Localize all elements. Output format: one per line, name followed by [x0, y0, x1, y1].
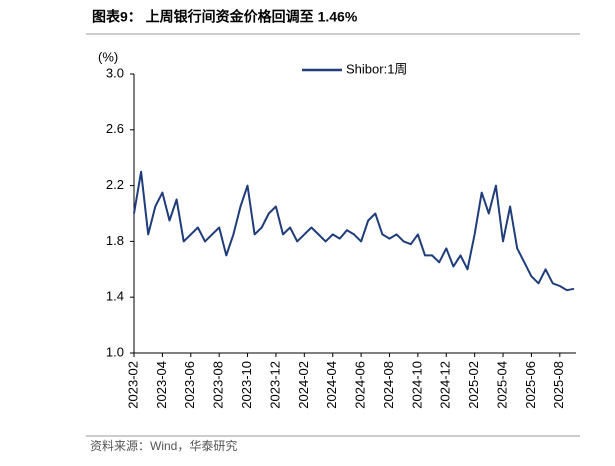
y-tick-label: 2.2 — [106, 177, 124, 192]
x-tick-label: 2025-04 — [494, 361, 509, 409]
y-tick-label: 1.0 — [106, 344, 124, 359]
data-line — [133, 170, 575, 292]
x-tick-label: 2023-04 — [154, 361, 169, 409]
x-tick-label: 2025-06 — [523, 361, 538, 409]
x-tick-label: 2024-04 — [324, 361, 339, 409]
x-tick-label: 2023-08 — [211, 361, 226, 409]
x-tick-label: 2025-08 — [551, 361, 566, 409]
y-tick-label: 1.8 — [106, 233, 124, 248]
x-tick-label: 2023-10 — [239, 361, 254, 409]
x-tick-label: 2023-02 — [125, 361, 140, 409]
x-tick-label: 2024-12 — [438, 361, 453, 409]
x-tick-label: 2024-10 — [409, 361, 424, 409]
x-tick-label: 2024-08 — [381, 361, 396, 409]
x-tick-label: 2023-06 — [182, 361, 197, 409]
x-tick-label: 2025-02 — [466, 361, 481, 409]
legend-label: Shibor:1周 — [346, 61, 407, 76]
source-note: 资料来源：Wind，华泰研究 — [90, 438, 237, 453]
x-tick-label: 2024-06 — [353, 361, 368, 409]
y-tick-label: 3.0 — [106, 65, 124, 80]
x-tick-label: 2023-12 — [267, 361, 282, 409]
y-unit: (%) — [98, 49, 118, 64]
y-tick-label: 2.6 — [106, 121, 124, 136]
chart-title: 图表9： 上周银行间资金价格回调至 1.46% — [92, 9, 358, 25]
x-tick-label: 2024-02 — [296, 361, 311, 409]
y-tick-label: 1.4 — [106, 289, 124, 304]
